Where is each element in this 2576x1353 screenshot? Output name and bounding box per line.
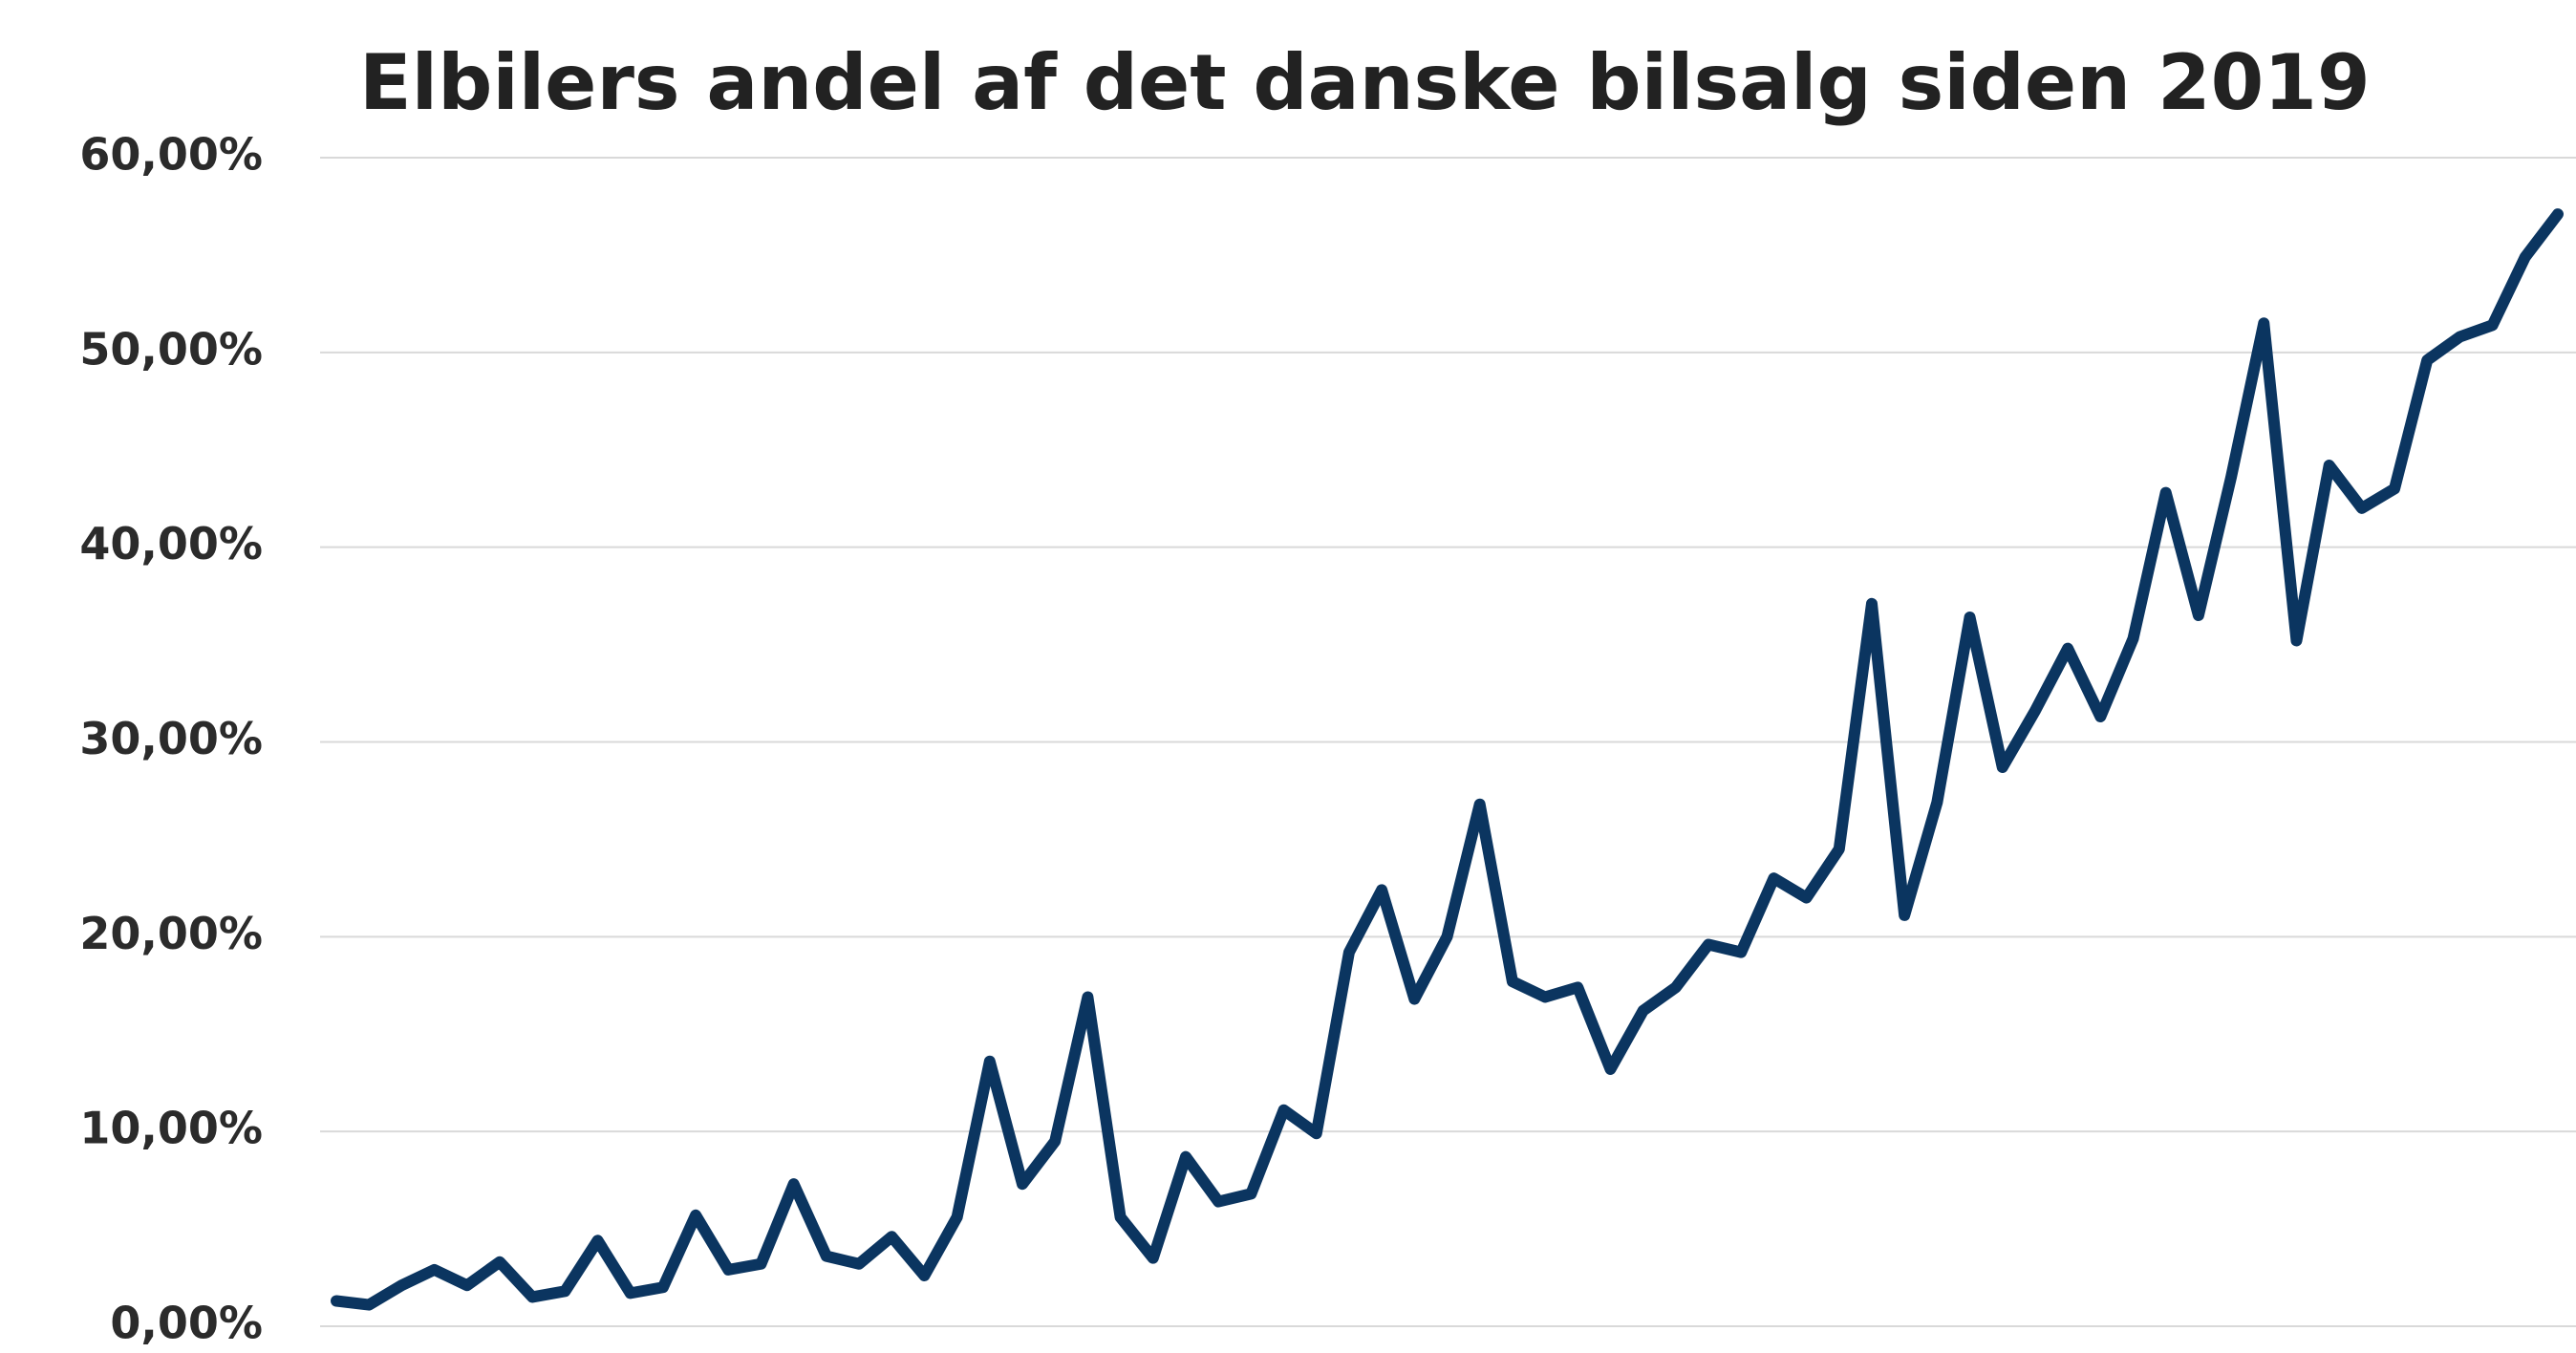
y-tick-label: 30,00% — [79, 713, 263, 764]
y-tick-label: 0,00% — [110, 1298, 263, 1349]
chart-title: Elbilers andel af det danske bilsalg sid… — [359, 38, 2371, 127]
y-tick-label: 60,00% — [79, 129, 263, 181]
y-tick-label: 20,00% — [79, 908, 263, 959]
data-line — [331, 208, 2564, 1311]
y-tick-label: 10,00% — [79, 1103, 263, 1154]
y-tick-label: 40,00% — [79, 518, 263, 569]
y-tick-label: 50,00% — [79, 323, 263, 375]
